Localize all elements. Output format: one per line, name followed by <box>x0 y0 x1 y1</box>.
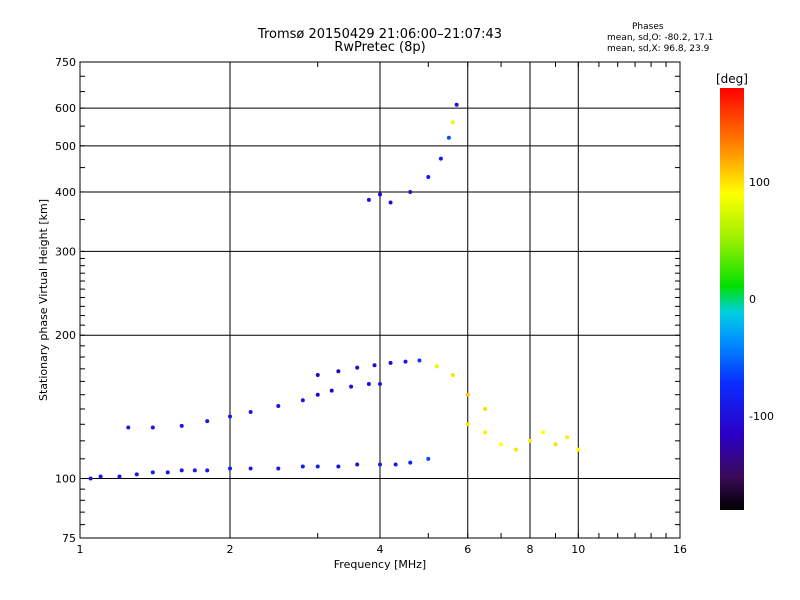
data-point <box>355 462 360 467</box>
title-line1: Tromsø 20150429 21:06:00–21:07:43 <box>257 27 503 42</box>
colorbar-gradient <box>720 88 744 510</box>
data-point <box>450 373 455 378</box>
plot-area: 1 2 4 6 8 10 16 75 100 200 300 400 500 600 750 Frequenc… <box>37 56 687 571</box>
y-tick-label: 300 <box>55 245 76 258</box>
data-point <box>179 423 184 428</box>
data-point <box>565 435 570 440</box>
data-point <box>483 406 488 411</box>
data-point <box>465 422 470 427</box>
x-tick-label: 2 <box>227 543 234 556</box>
x-tick-label: 10 <box>571 543 585 556</box>
y-tick-label: 200 <box>55 329 76 342</box>
colorbar-tick-label: 0 <box>749 293 756 306</box>
y-tick-label: 100 <box>55 473 76 486</box>
colorbar-tick-label: 100 <box>749 176 770 189</box>
data-point <box>408 189 413 194</box>
data-point <box>192 468 197 473</box>
data-point <box>417 358 422 363</box>
data-point <box>276 404 281 409</box>
y-tick-label: 600 <box>55 102 76 115</box>
data-point <box>126 425 131 430</box>
data-point <box>228 414 232 419</box>
x-tick-label: 1 <box>77 543 84 556</box>
data-point <box>276 466 281 471</box>
series-1 <box>126 381 382 430</box>
data-point <box>349 384 354 389</box>
data-point <box>300 464 305 469</box>
data-point <box>438 156 443 161</box>
data-point <box>205 419 210 424</box>
data-point <box>336 464 341 469</box>
data-point <box>388 360 393 365</box>
data-point <box>315 392 320 397</box>
y-tick-label: 750 <box>55 56 76 69</box>
data-point <box>98 474 103 479</box>
data-point <box>150 425 155 430</box>
x-tick-label: 16 <box>673 543 687 556</box>
x-axis-label: Frequency [MHz] <box>334 558 426 571</box>
data-point <box>372 363 377 368</box>
data-point <box>366 197 371 202</box>
colorbar: [deg] 100 0 -100 <box>716 72 774 510</box>
data-point <box>366 381 371 386</box>
x-tick-label: 4 <box>377 543 384 556</box>
data-point <box>179 468 184 473</box>
data-point <box>499 442 504 447</box>
data-point <box>315 373 320 378</box>
data-point <box>514 447 519 452</box>
data-point <box>336 369 341 374</box>
series-4 <box>465 422 581 452</box>
data-point <box>88 476 93 481</box>
data-point <box>426 456 431 461</box>
data-point <box>378 462 382 467</box>
stats-heading: Phases <box>632 22 664 32</box>
data-point <box>205 468 210 473</box>
data-point <box>576 447 581 452</box>
stats-o-line: mean, sd,O: -80.2, 17.1 <box>607 33 714 43</box>
data-point <box>228 466 232 471</box>
data-point <box>300 398 305 403</box>
data-point <box>388 200 393 205</box>
data-point <box>450 120 455 125</box>
data-point <box>434 364 439 369</box>
data-point <box>378 192 382 197</box>
y-tick-label: 500 <box>55 140 76 153</box>
data-point <box>553 442 558 447</box>
data-point <box>454 102 459 107</box>
plot-frame <box>79 61 681 539</box>
y-tick-label: 75 <box>62 532 76 545</box>
data-point <box>541 430 546 435</box>
y-axis-label: Stationary phase Virtual Height [km] <box>37 199 50 401</box>
data-point <box>134 472 139 477</box>
data-point <box>329 388 334 393</box>
data-point <box>378 381 382 386</box>
series-2 <box>315 358 488 411</box>
y-tick-label: 400 <box>55 186 76 199</box>
data-point <box>483 430 488 435</box>
data-point <box>528 438 532 443</box>
series-0 <box>88 456 431 481</box>
data-point <box>315 464 320 469</box>
data-point <box>355 365 360 370</box>
data-point <box>150 470 155 475</box>
data-point <box>465 392 470 397</box>
data-point <box>117 474 122 479</box>
colorbar-label: [deg] <box>716 72 748 86</box>
data-point <box>248 409 253 414</box>
data-point <box>165 470 170 475</box>
data-point <box>248 466 253 471</box>
data-point <box>446 135 451 140</box>
x-tick-label: 6 <box>464 543 471 556</box>
title-line2: RwPretec (8p) <box>334 40 426 55</box>
x-tick-label: 8 <box>527 543 534 556</box>
colorbar-tick-label: -100 <box>749 410 774 423</box>
series-3 <box>366 102 459 205</box>
data-point <box>426 174 431 179</box>
data-point <box>393 462 398 467</box>
data-point <box>408 460 413 465</box>
stats-x-line: mean, sd,X: 96.8, 23.9 <box>607 44 710 54</box>
data-point <box>403 359 408 364</box>
